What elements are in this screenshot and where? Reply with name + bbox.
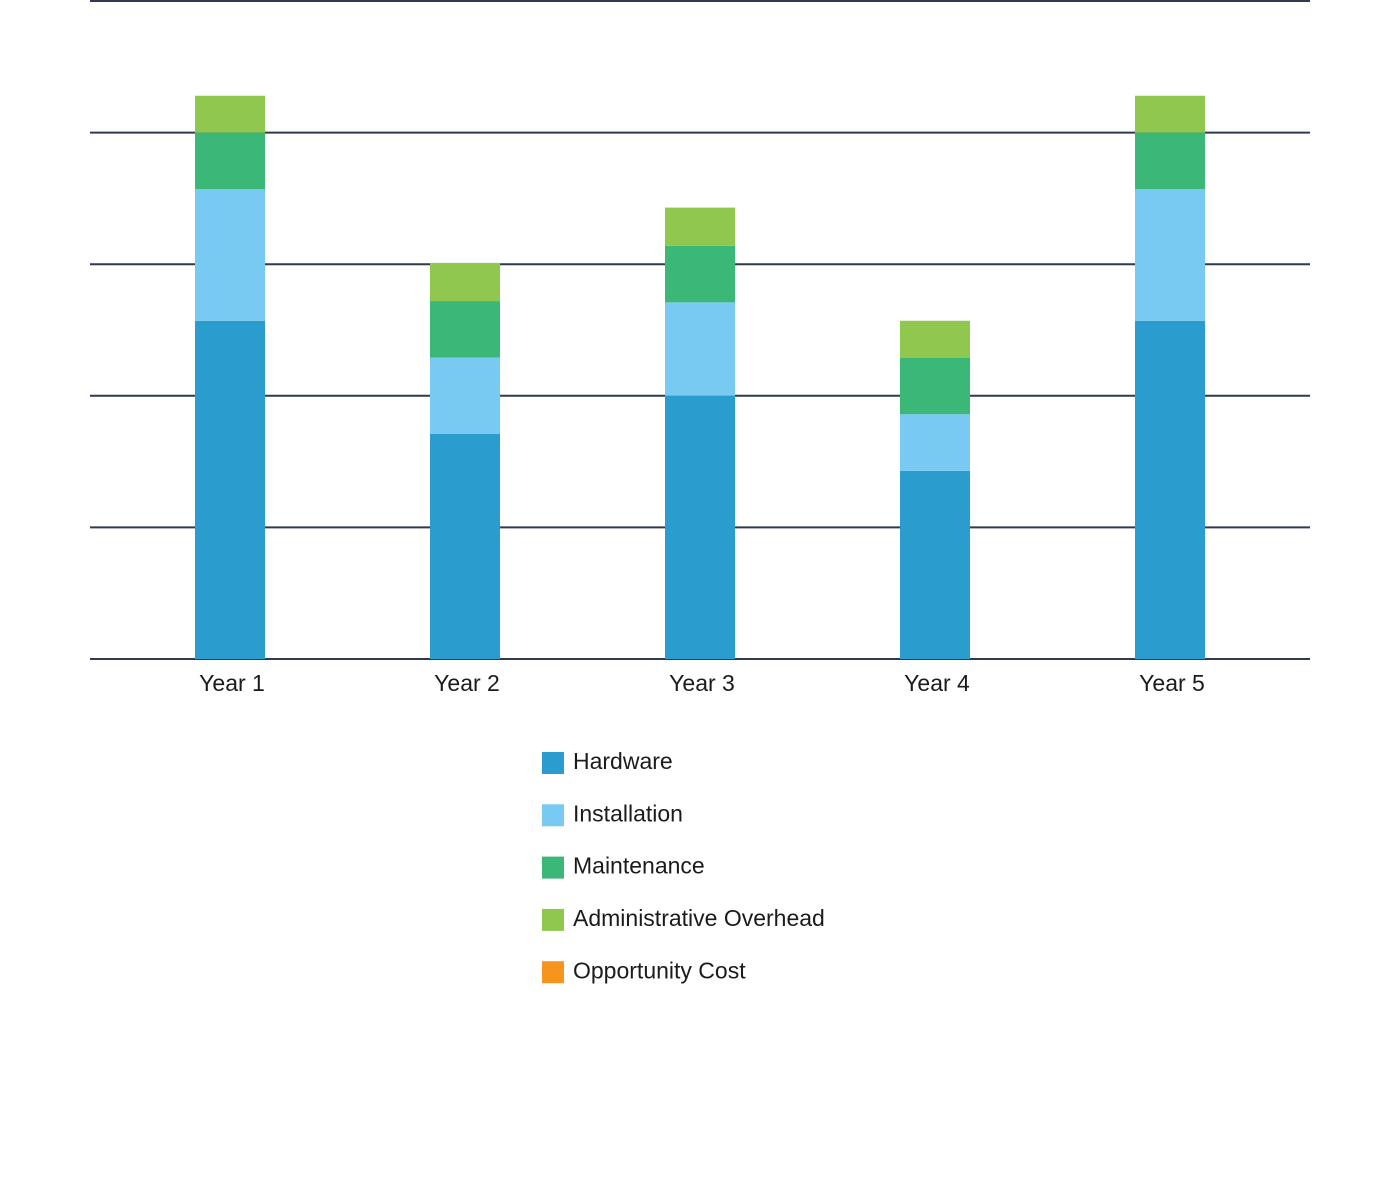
legend-label: Installation	[573, 800, 683, 826]
x-tick-label: Year 1	[199, 670, 265, 696]
legend-swatch	[542, 908, 564, 931]
legend-label: Maintenance	[573, 853, 705, 879]
bar-segment	[900, 414, 970, 471]
bar-segment	[1135, 95, 1205, 133]
x-tick-label: Year 2	[434, 670, 500, 696]
legend-swatch	[542, 804, 564, 827]
bar-segment	[430, 433, 500, 659]
bar-segment	[665, 395, 735, 659]
bar-segment	[430, 262, 500, 302]
legend-label: Opportunity Cost	[573, 957, 746, 983]
legend-swatch	[542, 752, 564, 774]
bar-segment	[1135, 132, 1205, 190]
bar-segment	[195, 189, 265, 321]
bar-segment	[1135, 320, 1205, 659]
bar-segment	[900, 357, 970, 415]
bar-segment	[195, 320, 265, 659]
bar-segment	[195, 95, 265, 133]
legend-swatch	[542, 856, 564, 879]
legend-label: Administrative Overhead	[573, 905, 825, 931]
bar-segment	[665, 245, 735, 303]
bar-segment	[665, 302, 735, 396]
bar-segment	[430, 357, 500, 434]
bar-segment	[665, 207, 735, 246]
bar-segment	[900, 320, 970, 358]
bar-segment	[1135, 189, 1205, 321]
x-tick-label: Year 5	[1139, 670, 1205, 696]
legend-swatch	[542, 961, 564, 984]
bar-segment	[430, 301, 500, 358]
x-tick-label: Year 3	[669, 670, 735, 696]
bar-segment	[900, 470, 970, 659]
bar-segment	[195, 132, 265, 190]
x-tick-label: Year 4	[904, 670, 970, 696]
legend-label: Hardware	[573, 748, 673, 774]
